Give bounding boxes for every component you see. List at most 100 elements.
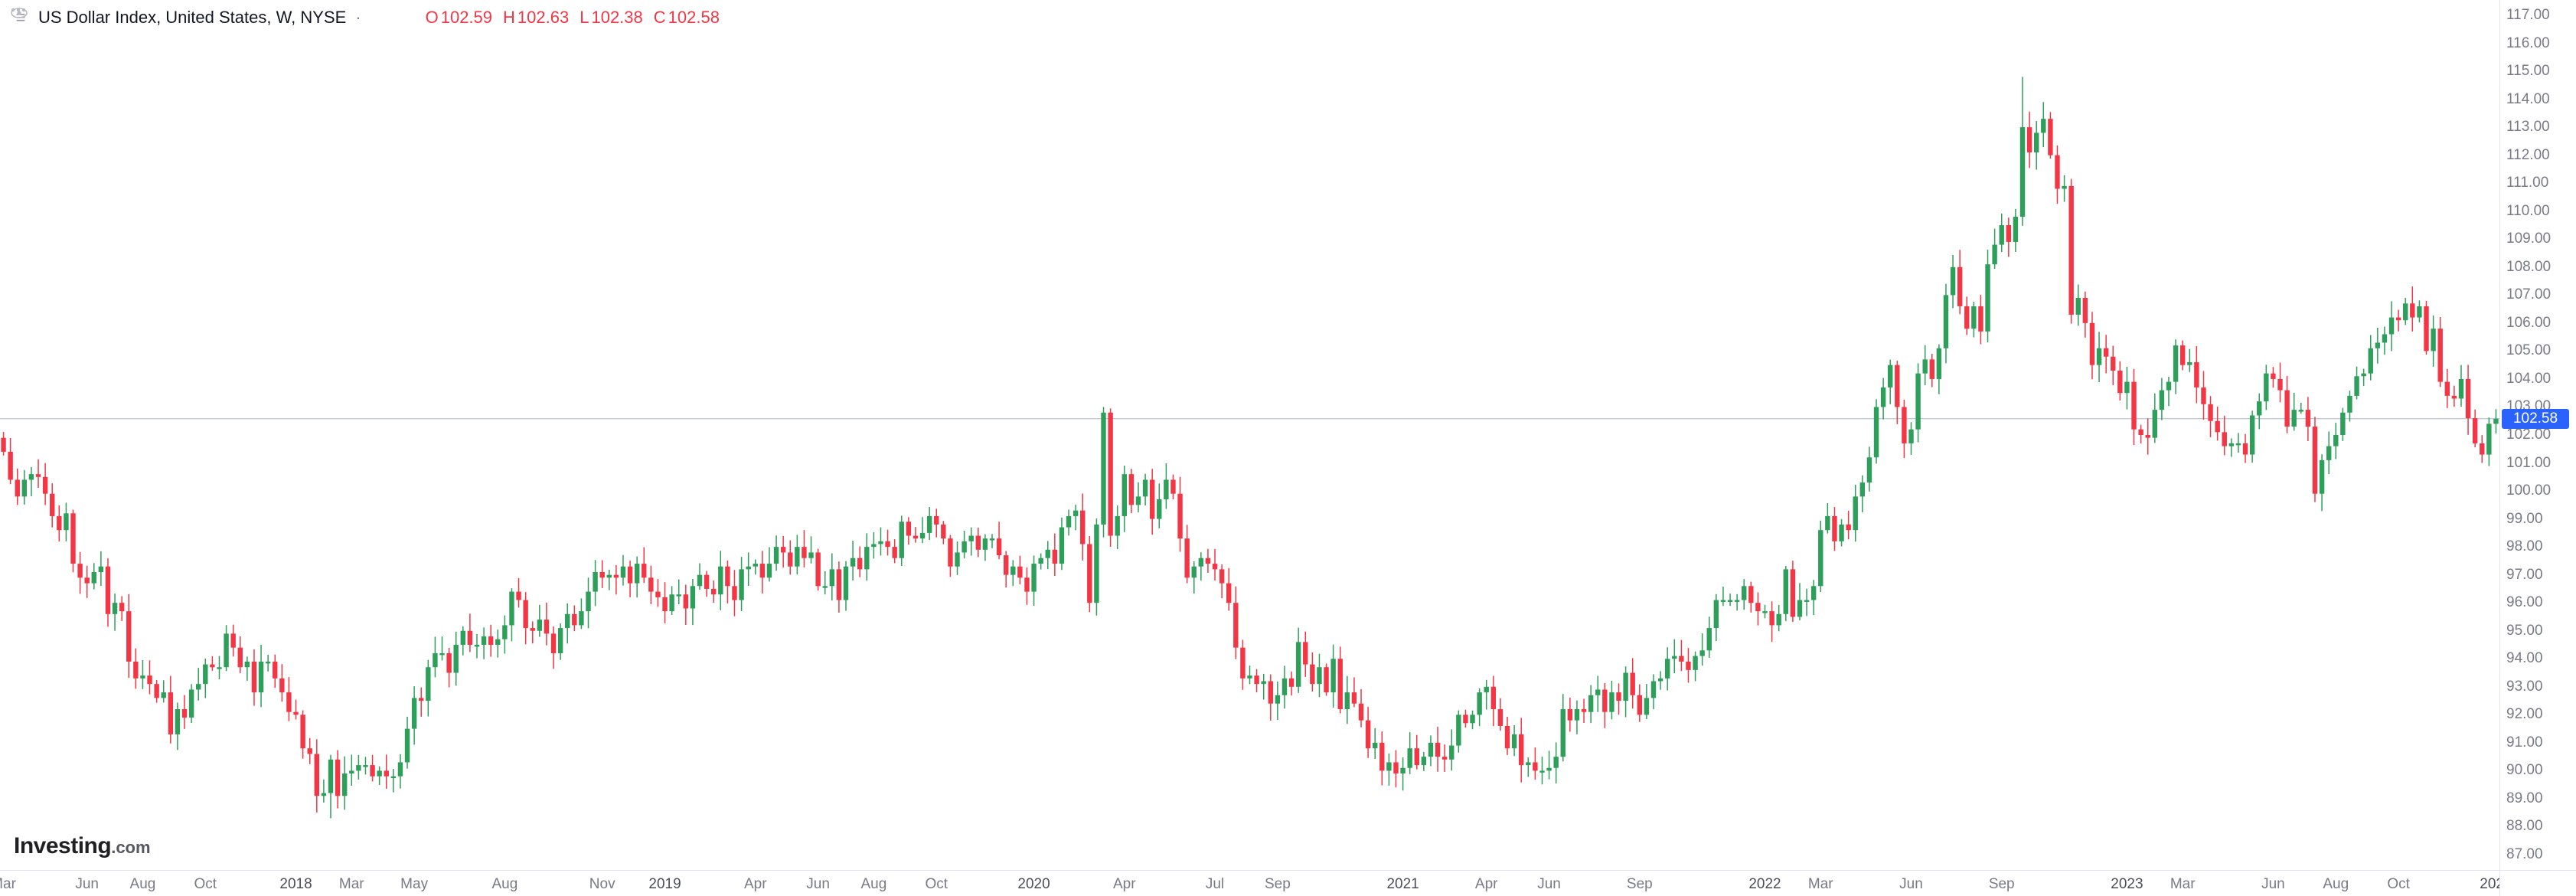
investing-logo[interactable]: Investing .com: [14, 833, 151, 859]
candle-body: [780, 547, 786, 553]
candle-body: [2277, 378, 2283, 391]
candle-body: [1748, 586, 1754, 603]
candle-body: [2124, 381, 2130, 394]
candle-body: [1149, 479, 1155, 519]
candle-body: [42, 476, 48, 494]
candle-body: [70, 513, 76, 564]
price-axis[interactable]: 102.58 117.00 116.00 115.00 114.00 113.00 112…: [2499, 0, 2576, 870]
candle-body: [1288, 678, 1295, 687]
price-tick: 100.00: [2506, 482, 2552, 499]
candle-body: [1080, 510, 1086, 544]
candle-body: [2472, 418, 2478, 443]
candle-body: [1511, 734, 1517, 749]
price-tick: 108.00: [2506, 258, 2552, 275]
candle-body: [2493, 418, 2499, 424]
candle-body: [773, 547, 779, 564]
candle-body: [1588, 695, 1594, 712]
candle-body: [161, 692, 166, 698]
candle-body: [1699, 650, 1705, 656]
price-tick: 114.00: [2506, 90, 2550, 107]
candle-body: [1219, 569, 1225, 584]
time-label-month: Mar: [2170, 876, 2196, 892]
candle-body: [1922, 359, 1928, 374]
candle-body: [586, 591, 591, 612]
candle-body: [2480, 443, 2485, 455]
candle-body: [1310, 664, 1315, 685]
candle-body: [509, 591, 514, 626]
candle-body: [2208, 404, 2213, 421]
candle-body: [822, 586, 828, 588]
candle-body: [676, 594, 681, 597]
candle-body: [802, 547, 807, 558]
time-axis[interactable]: Mar Jun Aug Oct 2018 Mar May Aug Nov 2019 Apr Jun Au…: [0, 870, 2512, 896]
more-options-icon[interactable]: [11, 8, 418, 28]
candle-body: [1859, 482, 1866, 497]
candle-body: [84, 577, 90, 584]
candle-body: [377, 770, 382, 777]
candle-body: [550, 633, 557, 653]
candle-body: [1720, 600, 1726, 602]
candle-body: [1233, 603, 1239, 648]
candle-body: [1567, 709, 1573, 721]
candle-body: [899, 522, 904, 558]
candle-body: [2319, 459, 2325, 494]
candle-body: [1650, 681, 1657, 698]
price-tick: 91.00: [2506, 734, 2543, 750]
candle-body: [1902, 407, 1907, 443]
candle-body: [2138, 429, 2143, 435]
candle-body: [1142, 479, 1148, 497]
candle-body: [843, 566, 849, 600]
candle-body: [433, 652, 438, 668]
candle-body: [759, 564, 766, 578]
candle-body: [1490, 686, 1497, 710]
axis-corner: [2499, 870, 2576, 896]
time-label-month: Jun: [1899, 876, 1923, 892]
candle-body: [2291, 410, 2297, 427]
candles-canvas[interactable]: [0, 0, 2499, 870]
candle-body: [878, 541, 883, 544]
candle-body: [273, 661, 278, 679]
candle-body: [1950, 267, 1956, 296]
candle-body: [1742, 586, 1747, 600]
time-label-month: Aug: [2323, 876, 2349, 892]
candle-body: [1463, 715, 1468, 724]
time-label-year: 2020: [1017, 876, 1050, 892]
candlestick-chart[interactable]: ≡ US Dollar Index, United States, W, NYS…: [0, 0, 2499, 870]
candle-body: [1421, 757, 1427, 766]
price-tick: 96.00: [2506, 594, 2543, 611]
candle-body: [1595, 689, 1601, 695]
candle-body: [112, 603, 118, 614]
candle-body: [836, 569, 842, 600]
candle-body: [795, 547, 800, 567]
candle-body: [1853, 496, 1858, 531]
candle-body: [349, 770, 354, 774]
time-label-month: May: [400, 876, 429, 892]
candle-body: [788, 552, 793, 567]
candle-body: [2215, 420, 2220, 433]
candle-body: [1344, 692, 1350, 710]
candle-body: [1769, 611, 1774, 626]
price-tick: 93.00: [2506, 678, 2543, 695]
candle-body: [1177, 493, 1183, 539]
candle-body: [1045, 549, 1050, 558]
candle-body: [1337, 659, 1343, 710]
time-label-month: Jun: [1537, 876, 1561, 892]
candle-body: [50, 493, 55, 516]
candle-body: [2257, 401, 2262, 416]
candle-body: [1115, 515, 1120, 536]
candle-body: [35, 474, 41, 477]
candle-body: [2431, 329, 2436, 352]
candle-body: [244, 661, 250, 668]
eye-icon[interactable]: [11, 8, 390, 28]
candle-body: [829, 569, 835, 587]
candle-body: [1623, 672, 1628, 701]
investing-logo-brand: Investing: [14, 833, 112, 858]
candle-body: [746, 566, 751, 570]
candle-body: [996, 538, 1002, 556]
candle-body: [217, 667, 222, 669]
candle-body: [1727, 600, 1733, 602]
time-label-month: Jul: [1205, 876, 1225, 892]
candle-body: [1073, 510, 1079, 516]
candle-body: [1393, 762, 1399, 774]
candle-body: [2201, 387, 2206, 404]
